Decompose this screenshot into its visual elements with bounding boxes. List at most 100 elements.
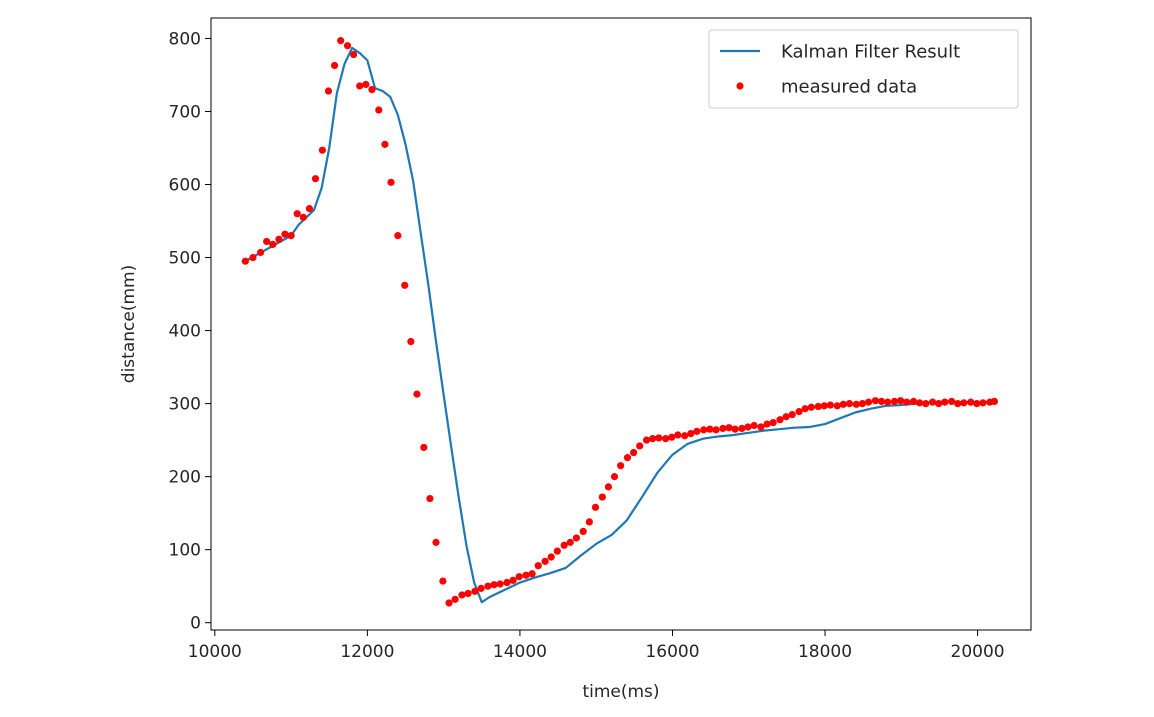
data-point-measured xyxy=(877,397,886,406)
data-point-measured xyxy=(941,398,949,406)
x-tick-label: 14000 xyxy=(493,642,547,662)
legend: Kalman Filter Result measured data xyxy=(708,29,1019,109)
data-point-measured xyxy=(572,534,580,542)
data-point-measured xyxy=(864,398,873,406)
data-point-measured xyxy=(547,553,555,561)
data-point-measured xyxy=(299,213,307,221)
data-point-measured xyxy=(909,397,918,406)
data-point-measured xyxy=(967,398,975,406)
data-point-measured xyxy=(782,413,790,421)
data-point-measured xyxy=(269,240,277,248)
data-point-measured xyxy=(833,402,841,410)
y-axis-label: distance(mm) xyxy=(119,265,139,383)
data-point-measured xyxy=(249,253,257,262)
data-point-measured xyxy=(503,578,511,587)
data-point-measured xyxy=(795,408,803,416)
data-point-measured xyxy=(451,595,459,603)
legend-label-measured: measured data xyxy=(781,77,917,98)
y-tick-label: 300 xyxy=(169,395,201,415)
data-point-measured xyxy=(750,421,758,430)
data-point-measured xyxy=(311,175,320,183)
data-point-measured xyxy=(890,397,899,406)
series-layer xyxy=(241,37,998,607)
data-point-measured xyxy=(681,432,689,440)
data-point-measured xyxy=(668,433,676,441)
data-point-measured xyxy=(496,580,504,588)
data-point-measured xyxy=(629,448,638,457)
y-tick-label: 100 xyxy=(169,541,201,561)
legend-box xyxy=(708,29,1019,109)
data-point-measured xyxy=(674,431,682,439)
data-point-measured xyxy=(287,232,295,240)
data-point-measured xyxy=(477,584,485,592)
plot-frame xyxy=(210,17,1032,631)
data-point-measured xyxy=(719,424,727,433)
data-point-measured xyxy=(706,425,714,433)
x-tick-label: 10000 xyxy=(188,642,242,662)
y-tick-label: 0 xyxy=(190,614,201,634)
data-point-measured xyxy=(522,571,530,579)
data-point-measured xyxy=(407,337,415,346)
data-point-measured xyxy=(591,503,600,511)
data-point-measured xyxy=(293,210,301,218)
data-point-measured xyxy=(788,410,796,419)
data-point-measured xyxy=(356,82,364,90)
y-axis: 0 100 200 300 400 500 600 700 800 xyxy=(169,29,211,634)
data-point-measured xyxy=(636,442,644,450)
data-point-measured xyxy=(350,50,358,59)
data-point-measured xyxy=(413,390,421,398)
y-tick-label: 400 xyxy=(169,322,201,342)
data-point-measured xyxy=(375,106,383,114)
x-axis: 10000 12000 14000 16000 18000 20000 xyxy=(188,630,1005,662)
data-point-measured xyxy=(281,230,289,238)
data-point-measured xyxy=(776,416,784,424)
x-tick-label: 12000 xyxy=(340,642,394,662)
legend-dot-swatch xyxy=(736,82,744,90)
data-point-measured xyxy=(445,599,453,607)
y-tick-label: 800 xyxy=(169,29,201,49)
plot-area xyxy=(211,18,1031,630)
data-point-measured xyxy=(871,397,879,405)
data-point-measured xyxy=(973,400,981,408)
x-axis-label: time(ms) xyxy=(582,682,659,702)
data-point-measured xyxy=(954,400,962,408)
data-point-measured xyxy=(617,462,625,470)
data-point-measured xyxy=(929,398,937,406)
data-point-measured xyxy=(922,400,930,408)
data-point-measured xyxy=(807,403,815,411)
data-point-measured xyxy=(490,581,498,589)
data-point-measured xyxy=(515,573,523,581)
data-point-measured xyxy=(337,37,345,45)
y-tick-label: 200 xyxy=(169,468,201,488)
data-point-measured xyxy=(275,235,283,243)
data-point-measured xyxy=(662,435,670,443)
data-point-measured xyxy=(642,436,651,444)
data-point-measured xyxy=(381,140,389,148)
data-point-measured xyxy=(420,443,428,452)
data-point-measured xyxy=(484,582,492,590)
data-point-measured xyxy=(598,493,606,501)
data-point-measured xyxy=(330,61,339,70)
data-point-measured xyxy=(839,400,847,408)
y-tick-label: 700 xyxy=(169,102,201,122)
data-point-measured xyxy=(884,398,892,406)
data-point-measured xyxy=(649,435,657,443)
data-point-measured xyxy=(712,426,720,434)
y-tick-label: 500 xyxy=(169,249,201,269)
data-point-measured xyxy=(990,397,998,406)
data-point-measured xyxy=(757,423,765,431)
data-point-measured xyxy=(528,570,536,578)
data-point-measured xyxy=(744,423,752,431)
data-point-measured xyxy=(896,397,905,405)
data-point-measured xyxy=(394,232,402,240)
data-point-measured xyxy=(458,591,466,599)
data-point-measured xyxy=(763,420,771,428)
data-point-measured xyxy=(858,400,867,408)
data-point-measured xyxy=(471,587,479,595)
data-point-measured xyxy=(432,538,440,546)
data-point-measured xyxy=(845,400,854,408)
data-point-measured xyxy=(916,399,924,407)
data-point-measured xyxy=(387,178,395,186)
